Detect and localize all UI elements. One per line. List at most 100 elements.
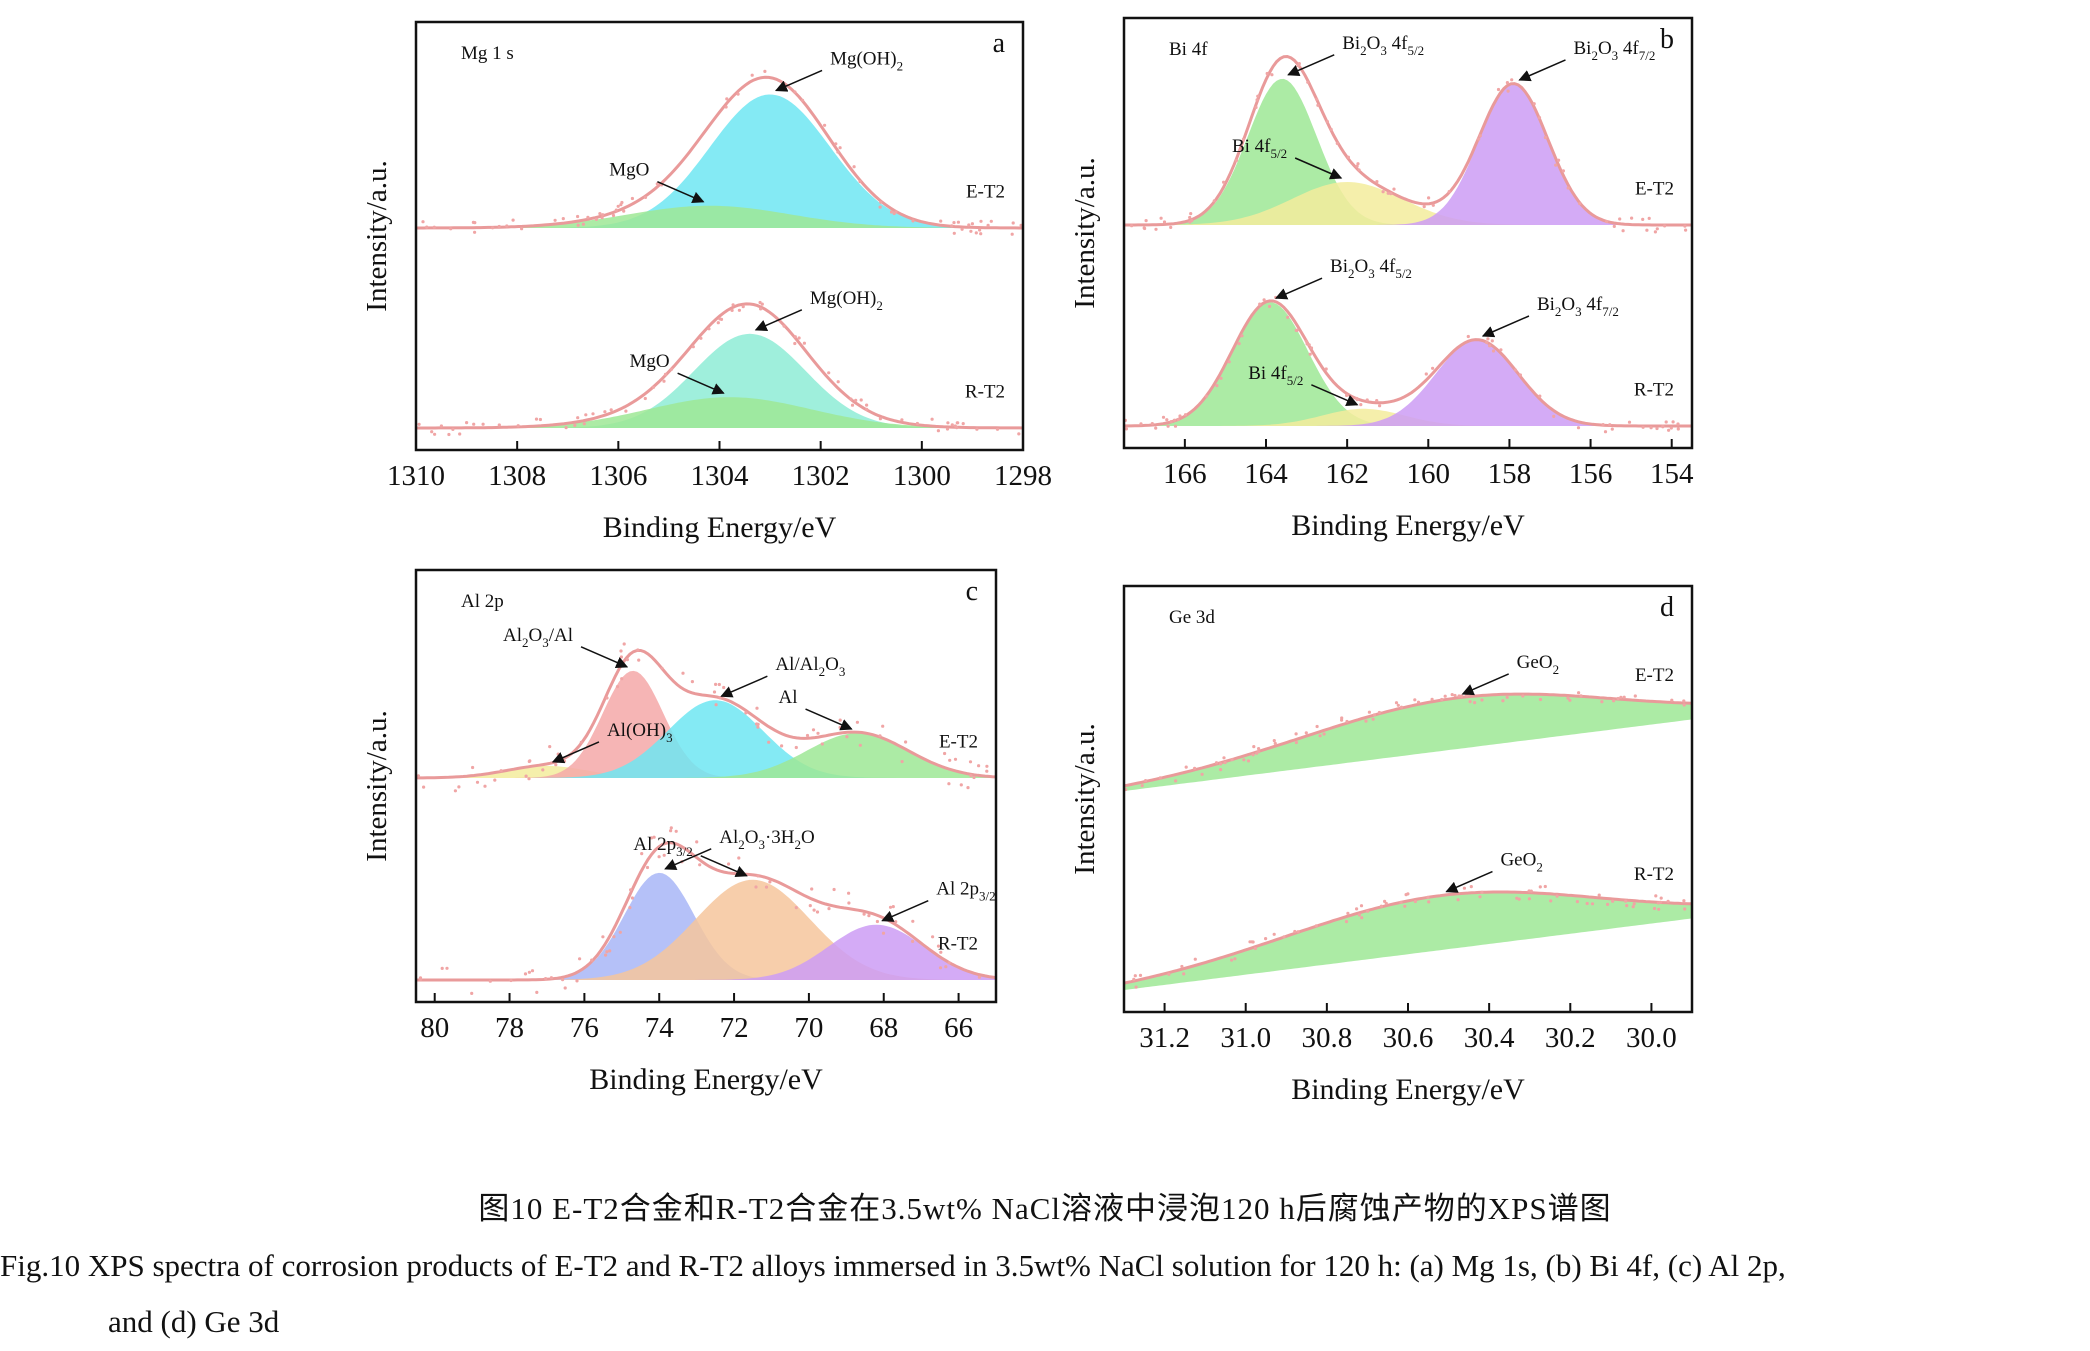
data-point [1356,162,1360,166]
series-label: R-T2 [1634,864,1674,885]
data-point [1389,192,1393,196]
data-point [1305,342,1309,346]
label-arrow [664,848,712,871]
data-point [722,685,726,690]
data-point [1647,216,1651,220]
data-point [416,774,420,778]
data-point [1375,180,1379,184]
data-point [797,336,801,340]
data-point [832,887,836,892]
data-point [768,880,772,884]
data-point [718,696,722,700]
data-point [1603,430,1608,434]
data-point [1605,220,1609,224]
data-point [1456,898,1460,902]
data-point [1625,904,1629,908]
data-point [584,413,588,417]
data-point [1496,87,1501,92]
data-point [1219,376,1223,380]
data-point [1357,168,1361,172]
data-point [1214,761,1219,765]
data-point [1241,137,1245,141]
data-point [1159,216,1163,220]
data-point [440,966,444,971]
data-point [1178,414,1182,418]
data-point [852,165,856,169]
data-point [1460,694,1464,698]
data-point [847,891,851,895]
data-point [858,743,862,747]
data-point [669,367,674,371]
data-point [1480,890,1484,894]
data-point [1670,698,1674,702]
data-point [760,302,764,306]
label-arrow [881,900,929,922]
data-point [1377,710,1381,715]
component-label: Al2O3/Al [503,625,573,650]
series-label: E-T2 [1635,665,1674,686]
data-point [1549,899,1553,903]
data-point [457,785,461,789]
data-point [1538,885,1542,889]
data-point [1165,418,1169,422]
data-point [1212,199,1216,203]
component-label: GeO2 [1517,652,1559,677]
data-point [1184,765,1188,769]
panel-c: E-T2 Al(OH)3 Al2O3/Al Al/Al2O3 Al R-T2 Al2O3·3… [361,568,998,1096]
data-point [1340,718,1344,722]
data-point [888,905,893,909]
data-point [499,769,503,773]
data-point [1318,734,1322,738]
envelope-c-1 [416,841,997,982]
data-point [1422,205,1426,209]
series-label: R-T2 [1634,379,1674,400]
envelope-d-1 [1123,890,1693,985]
data-point [1577,691,1581,695]
data-point [838,725,842,730]
data-point [875,919,880,924]
component-label: MgO [609,160,649,181]
data-point [1543,135,1547,140]
data-point [754,885,758,889]
data-point [975,427,979,431]
x-tick-label: 156 [1569,458,1613,490]
data-point [1641,217,1645,221]
data-point [691,345,695,349]
data-point [1257,750,1261,754]
data-point [1631,905,1635,909]
envelope-c-0 [416,649,997,780]
data-point [936,429,941,433]
label-arrow [1518,59,1566,82]
data-point [1169,225,1173,229]
data-point [1268,304,1272,309]
data-point [1399,705,1404,709]
data-point [1661,425,1665,429]
data-point [1227,360,1231,364]
plot-frame [414,568,998,1004]
data-point [1619,695,1623,699]
x-tick-label: 74 [645,1012,675,1044]
data-point [1537,116,1542,120]
data-point [422,785,426,789]
data-point [834,142,838,146]
data-point [1513,368,1517,372]
component-label: Bi 4f5/2 [1248,363,1303,388]
data-point [952,221,956,225]
data-point [815,910,820,914]
data-point [947,782,951,786]
data-point [1011,221,1015,225]
data-point [628,906,632,910]
data-point [1630,216,1634,220]
panel-letter: d [1660,592,1674,623]
data-point [1130,224,1134,228]
data-point [1355,398,1359,402]
data-point [820,742,824,746]
data-point [640,852,644,856]
data-point [1296,63,1300,68]
data-point [716,321,720,325]
label-arrow [1311,384,1359,406]
data-point [1230,758,1234,762]
data-point [736,92,740,96]
peak-b-0-2 [1124,84,1692,225]
data-point [756,722,760,727]
